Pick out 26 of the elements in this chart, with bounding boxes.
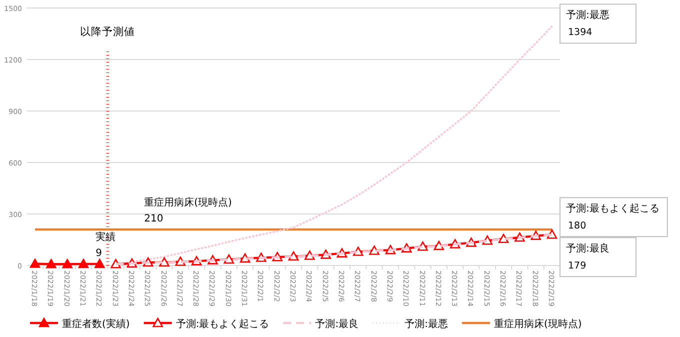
point — [224, 254, 234, 264]
text: 予測:最良 — [566, 244, 610, 255]
point — [498, 234, 509, 244]
point — [159, 257, 170, 267]
point — [46, 258, 56, 268]
ref-line-label: 以降予測値 — [80, 25, 136, 38]
text: 予測:最悪 — [566, 10, 610, 22]
data-label: 9 — [96, 248, 102, 259]
legend-label: 重症用病床(現時点) — [494, 318, 582, 330]
point — [78, 258, 89, 268]
text: 予測:最もよく起こる — [566, 204, 660, 215]
annotation: 重症用病床(現時点) — [144, 196, 232, 208]
data-label: 1394 — [568, 27, 592, 38]
legend-label: 重症者数(実績) — [62, 318, 130, 330]
legend-label: 予測:最良 — [315, 318, 359, 330]
legend-label: 予測:最悪 — [404, 318, 448, 330]
point — [288, 251, 299, 261]
data-label: 180 — [568, 220, 586, 232]
annotation: 実績 — [96, 230, 116, 243]
point — [94, 258, 105, 268]
point — [30, 258, 40, 268]
data-label: 210 — [144, 213, 164, 224]
data-label: 179 — [568, 260, 586, 272]
legend-label: 予測:最もよく起こる — [176, 318, 270, 330]
point — [434, 240, 444, 250]
point — [62, 258, 72, 268]
